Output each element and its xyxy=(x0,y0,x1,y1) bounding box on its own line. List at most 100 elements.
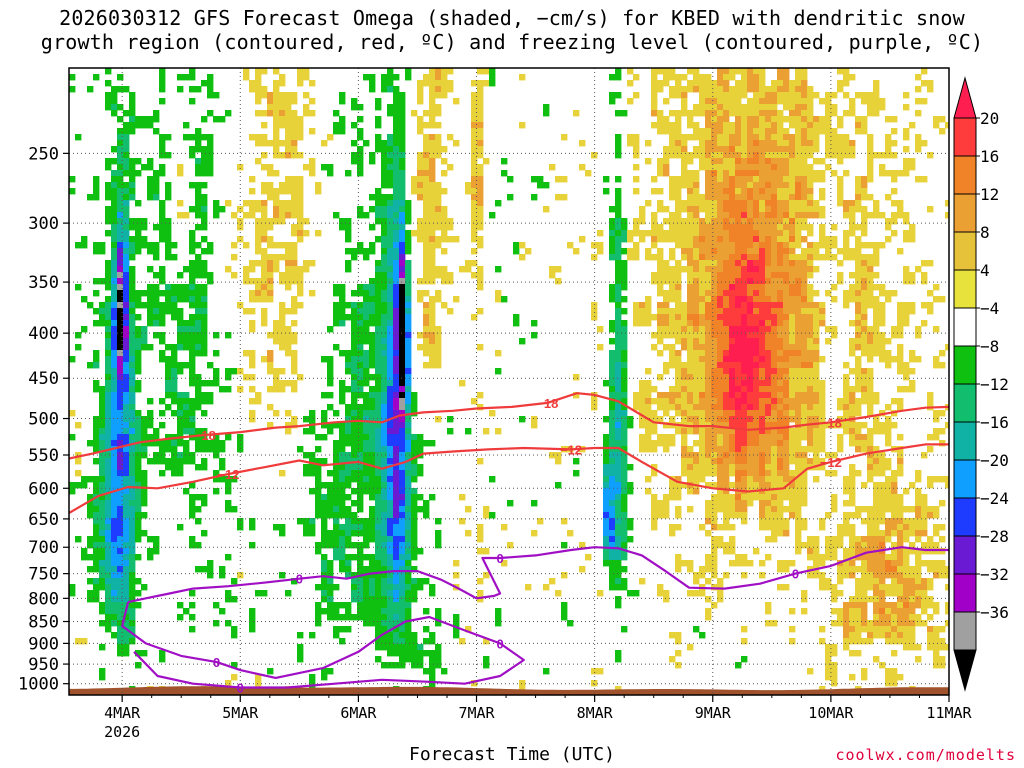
omega-cell xyxy=(693,320,700,327)
omega-cell xyxy=(315,182,322,189)
omega-cell xyxy=(669,74,676,81)
omega-cell xyxy=(249,176,256,183)
omega-cell xyxy=(111,110,118,117)
omega-cell xyxy=(753,194,760,201)
omega-cell xyxy=(129,176,136,183)
omega-cell xyxy=(615,236,622,243)
omega-cell xyxy=(393,200,400,207)
omega-cell xyxy=(249,416,256,423)
omega-cell xyxy=(357,146,364,153)
omega-cell xyxy=(387,434,394,441)
omega-cell xyxy=(333,410,340,417)
omega-cell xyxy=(285,410,292,417)
omega-cell xyxy=(219,572,226,579)
omega-cell xyxy=(405,644,412,651)
omega-cell xyxy=(759,242,766,249)
omega-cell xyxy=(321,566,328,573)
omega-cell xyxy=(795,320,802,327)
omega-cell xyxy=(291,176,298,183)
omega-cell xyxy=(153,110,160,117)
omega-cell xyxy=(795,284,802,291)
omega-cell xyxy=(711,386,718,393)
omega-cell xyxy=(129,416,136,423)
omega-cell xyxy=(675,338,682,345)
omega-cell xyxy=(279,308,286,315)
omega-cell xyxy=(789,182,796,189)
omega-cell xyxy=(399,596,406,603)
omega-cell xyxy=(177,398,184,405)
omega-cell xyxy=(267,278,274,285)
omega-cell xyxy=(147,116,154,123)
omega-cell xyxy=(363,476,370,483)
omega-cell xyxy=(441,224,448,231)
omega-cell xyxy=(141,440,148,447)
omega-cell xyxy=(345,476,352,483)
omega-cell xyxy=(189,380,196,387)
omega-cell xyxy=(429,656,436,663)
omega-cell xyxy=(735,218,742,225)
omega-cell xyxy=(303,218,310,225)
omega-cell xyxy=(537,182,544,189)
omega-cell xyxy=(147,248,154,255)
omega-cell xyxy=(201,200,208,207)
omega-cell xyxy=(105,494,112,501)
omega-cell xyxy=(261,110,268,117)
omega-cell xyxy=(771,350,778,357)
omega-cell xyxy=(615,134,622,141)
omega-cell xyxy=(717,116,724,123)
omega-cell xyxy=(711,356,718,363)
omega-cell xyxy=(369,194,376,201)
omega-cell xyxy=(405,290,412,297)
omega-cell xyxy=(165,236,172,243)
omega-cell xyxy=(423,512,430,519)
omega-cell xyxy=(123,560,130,567)
omega-cell xyxy=(153,182,160,189)
omega-cell xyxy=(753,494,760,501)
omega-cell xyxy=(333,452,340,459)
omega-cell xyxy=(771,290,778,297)
omega-cell xyxy=(393,380,400,387)
omega-cell xyxy=(669,530,676,537)
omega-cell xyxy=(639,446,646,453)
omega-cell xyxy=(117,530,124,537)
omega-cell xyxy=(309,518,316,525)
omega-cell xyxy=(285,116,292,123)
omega-cell xyxy=(387,272,394,279)
omega-cell xyxy=(663,590,670,597)
omega-cell xyxy=(135,314,142,321)
omega-cell xyxy=(633,248,640,255)
omega-cell xyxy=(171,344,178,351)
omega-cell xyxy=(201,566,208,573)
omega-cell xyxy=(783,380,790,387)
omega-cell xyxy=(351,152,358,159)
omega-cell xyxy=(339,500,346,507)
omega-cell xyxy=(201,224,208,231)
omega-cell xyxy=(117,218,124,225)
omega-cell xyxy=(771,338,778,345)
omega-cell xyxy=(105,314,112,321)
omega-cell xyxy=(741,326,748,333)
omega-cell xyxy=(747,476,754,483)
omega-cell xyxy=(687,230,694,237)
omega-cell xyxy=(735,350,742,357)
omega-cell xyxy=(111,464,118,471)
omega-cell xyxy=(135,326,142,333)
omega-cell xyxy=(321,434,328,441)
omega-cell xyxy=(309,632,316,639)
omega-cell xyxy=(255,392,262,399)
omega-cell xyxy=(759,482,766,489)
omega-cell xyxy=(741,158,748,165)
omega-cell xyxy=(105,194,112,201)
omega-cell xyxy=(441,230,448,237)
omega-cell xyxy=(357,416,364,423)
omega-cell xyxy=(105,260,112,267)
omega-cell xyxy=(711,224,718,231)
omega-cell xyxy=(105,560,112,567)
omega-cell xyxy=(393,434,400,441)
omega-cell xyxy=(369,440,376,447)
omega-cell xyxy=(759,416,766,423)
omega-cell xyxy=(777,110,784,117)
omega-cell xyxy=(261,356,268,363)
omega-cell xyxy=(711,266,718,273)
omega-cell xyxy=(363,332,370,339)
